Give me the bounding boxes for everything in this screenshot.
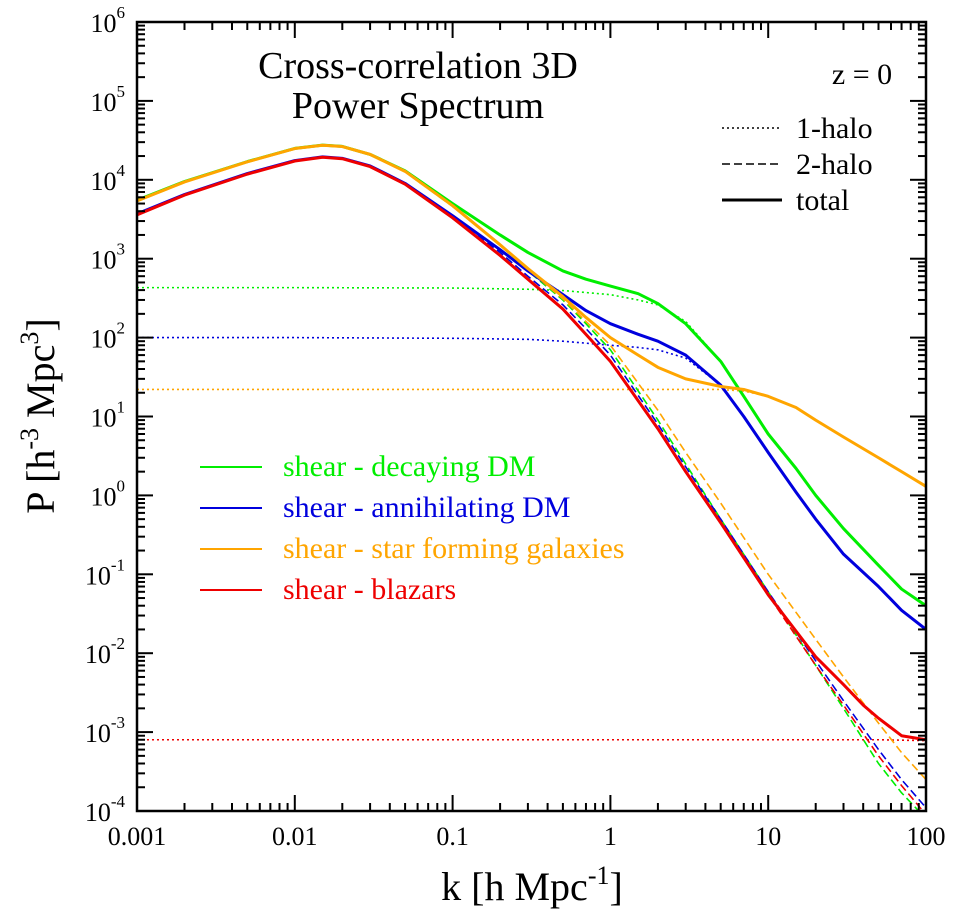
y-tick-label: 104	[91, 161, 126, 196]
y-tick-label: 103	[91, 240, 126, 275]
label-layer: 0.001 0.01 0.1 1 10 10010-410-310-210-1100101…	[85, 3, 946, 851]
x-tick-label: 1	[604, 822, 617, 851]
y-axis-label-part-2: Mpc	[18, 345, 63, 428]
y-tick-label-exponent: 5	[117, 82, 126, 101]
y-tick-label-exponent: 0	[117, 476, 126, 495]
tick-layer	[136, 21, 927, 812]
y-tick-label: 102	[91, 319, 126, 354]
y-tick-label: 10-2	[85, 634, 125, 669]
y-tick-label-exponent: 2	[117, 319, 126, 338]
y-tick-label: 10-3	[85, 713, 125, 748]
y-tick-label-base: 10	[91, 482, 117, 511]
y-tick-label-base: 10	[91, 246, 117, 275]
y-axis-label-exponent-2: 3	[15, 332, 44, 345]
series-layer	[137, 143, 926, 811]
shear-blazars-1-halo-line	[137, 738, 926, 742]
y-axis-label-part-1: P [h	[18, 450, 63, 514]
shear-star-forming-galaxies-1-halo-line	[137, 388, 926, 488]
legend-style-2-halo-label: 2-halo	[796, 148, 873, 181]
y-tick-label-exponent: -2	[111, 634, 125, 653]
y-tick-label: 105	[91, 82, 126, 117]
shear-star-forming-galaxies-total-line	[137, 143, 926, 488]
y-tick-label: 10-1	[85, 555, 125, 590]
legend-shear-blazars-label: shear - blazars	[283, 573, 456, 606]
y-tick-label: 100	[91, 476, 126, 511]
y-axis-label: P [h-3 Mpc3]	[15, 318, 63, 513]
y-tick-label-base: 10	[91, 404, 117, 433]
redshift-label: z = 0	[832, 58, 892, 91]
legend-shear-annihilating-dm-label: shear - annihilating DM	[283, 491, 570, 524]
shear-blazars-total-line	[137, 155, 926, 742]
y-tick-label-base: 10	[91, 325, 117, 354]
x-tick-label: 0.1	[436, 822, 469, 851]
y-tick-label-base: 10	[91, 167, 117, 196]
x-tick-label: 0.01	[272, 822, 318, 851]
y-tick-label-base: 10	[85, 640, 111, 669]
y-tick-label-exponent: 4	[117, 161, 126, 180]
legend-shear-decaying-dm-label: shear - decaying DM	[283, 450, 535, 483]
y-axis-label-exponent-1: -3	[15, 428, 44, 450]
x-tick-label: 10	[755, 822, 781, 851]
x-axis-label: k [h Mpc-1]	[441, 861, 623, 909]
legend-style-1-halo-label: 1-halo	[796, 112, 873, 145]
y-tick-label-base: 10	[85, 798, 111, 827]
y-tick-label-exponent: 1	[117, 398, 126, 417]
y-tick-label-exponent: -3	[111, 713, 125, 732]
y-tick-label-base: 10	[85, 719, 111, 748]
x-axis-label-tail: ]	[609, 864, 622, 909]
y-tick-label-exponent: 6	[117, 3, 126, 22]
y-tick-label-exponent: 3	[117, 240, 126, 259]
x-tick-label: 100	[907, 822, 946, 851]
legend-shear-star-forming-galaxies-label: shear - star forming galaxies	[283, 532, 625, 565]
y-tick-label-exponent: -4	[111, 792, 126, 811]
x-axis-label-exponent: -1	[588, 861, 610, 890]
y-tick-label: 101	[91, 398, 126, 433]
chart-title-line-1: Cross-correlation 3D	[258, 45, 578, 87]
y-axis-label-part-3: ]	[18, 318, 63, 331]
y-tick-label-base: 10	[91, 88, 117, 117]
x-tick-label: 0.001	[108, 822, 167, 851]
legend-style-total-label: total	[796, 184, 849, 217]
y-tick-label-exponent: -1	[111, 555, 125, 574]
y-tick-label-base: 10	[85, 561, 111, 590]
y-tick-label-base: 10	[91, 9, 117, 38]
y-tick-label: 10-4	[85, 792, 126, 827]
y-tick-label: 106	[91, 3, 126, 38]
chart-title-line-2: Power Spectrum	[292, 85, 544, 127]
x-axis-label-base: k [h Mpc	[441, 864, 588, 909]
